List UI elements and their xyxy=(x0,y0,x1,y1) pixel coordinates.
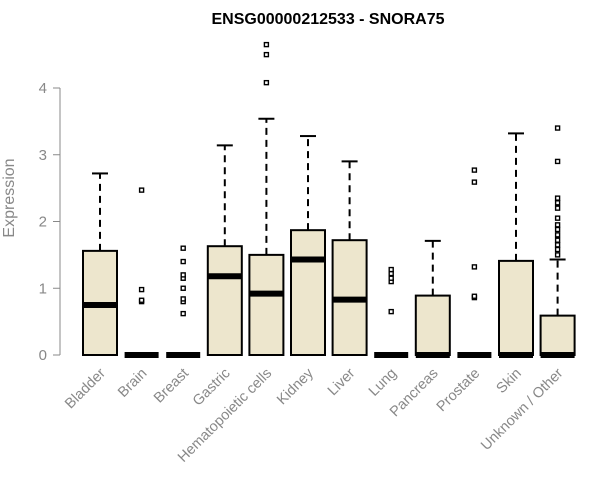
outlier-point xyxy=(138,297,145,303)
outlier-point xyxy=(388,308,394,315)
box xyxy=(206,245,243,356)
outlier-point xyxy=(554,226,561,233)
box xyxy=(539,314,576,356)
x-tick-label: Liver xyxy=(325,365,359,399)
outlier-point xyxy=(554,246,561,253)
y-axis-label: Expression xyxy=(1,158,18,237)
box-group xyxy=(166,245,201,358)
outlier-point xyxy=(180,310,186,317)
box-group xyxy=(331,160,368,356)
x-tick-label: Bladder xyxy=(62,365,109,412)
outlier-point xyxy=(471,293,478,299)
x-tick-label: Skin xyxy=(494,366,525,397)
outlier-point xyxy=(180,296,186,302)
x-tick-label: Lung xyxy=(366,366,400,400)
outlier-point xyxy=(180,272,186,278)
box-group xyxy=(124,187,159,358)
box-group xyxy=(374,266,409,358)
box xyxy=(290,229,326,357)
x-tick-label: Kidney xyxy=(274,365,317,408)
outlier-point xyxy=(554,222,561,228)
outlier-point xyxy=(263,41,270,48)
x-tick-label: Brain xyxy=(115,366,150,401)
outlier-point xyxy=(554,158,561,165)
outlier-point xyxy=(554,252,561,258)
outlier-point xyxy=(554,232,561,238)
box xyxy=(414,294,451,356)
outlier-point xyxy=(471,179,478,185)
y-tick-label: 2 xyxy=(39,214,47,231)
outlier-point xyxy=(471,167,478,173)
outlier-point xyxy=(471,264,478,270)
y-axis: 0 1 2 3 4 xyxy=(39,80,61,364)
box-group xyxy=(457,167,492,358)
box-group xyxy=(414,239,451,358)
x-tick-label: Breast xyxy=(151,366,192,407)
box-group xyxy=(248,41,285,356)
outlier-point xyxy=(138,286,145,293)
outlier-point xyxy=(554,125,561,131)
outlier-point xyxy=(138,187,145,193)
box xyxy=(248,253,285,356)
outlier-point xyxy=(554,215,561,221)
box-group xyxy=(290,135,326,357)
outlier-point xyxy=(554,200,561,206)
outlier-point xyxy=(180,258,186,265)
y-tick-label: 1 xyxy=(39,280,47,297)
outlier-point xyxy=(180,285,186,291)
box-group xyxy=(539,125,576,358)
outlier-point xyxy=(388,266,394,273)
box xyxy=(498,259,534,357)
x-tick-label: Prostate xyxy=(434,366,483,415)
outlier-point xyxy=(554,237,561,243)
outlier-point xyxy=(554,205,561,211)
outlier-point xyxy=(554,195,561,201)
y-tick-label: 4 xyxy=(39,80,47,97)
box-group xyxy=(498,132,534,358)
y-tick-label: 0 xyxy=(39,347,47,364)
outlier-point xyxy=(263,51,270,58)
boxes-layer xyxy=(82,41,576,358)
outlier-point xyxy=(388,275,394,281)
outlier-point xyxy=(554,242,561,248)
chart-title: ENSG00000212533 - SNORA75 xyxy=(211,11,444,28)
y-tick-label: 3 xyxy=(39,147,47,164)
box-group xyxy=(82,172,118,356)
outlier-point xyxy=(180,245,186,251)
box-group xyxy=(206,144,243,356)
outlier-point xyxy=(263,79,270,86)
